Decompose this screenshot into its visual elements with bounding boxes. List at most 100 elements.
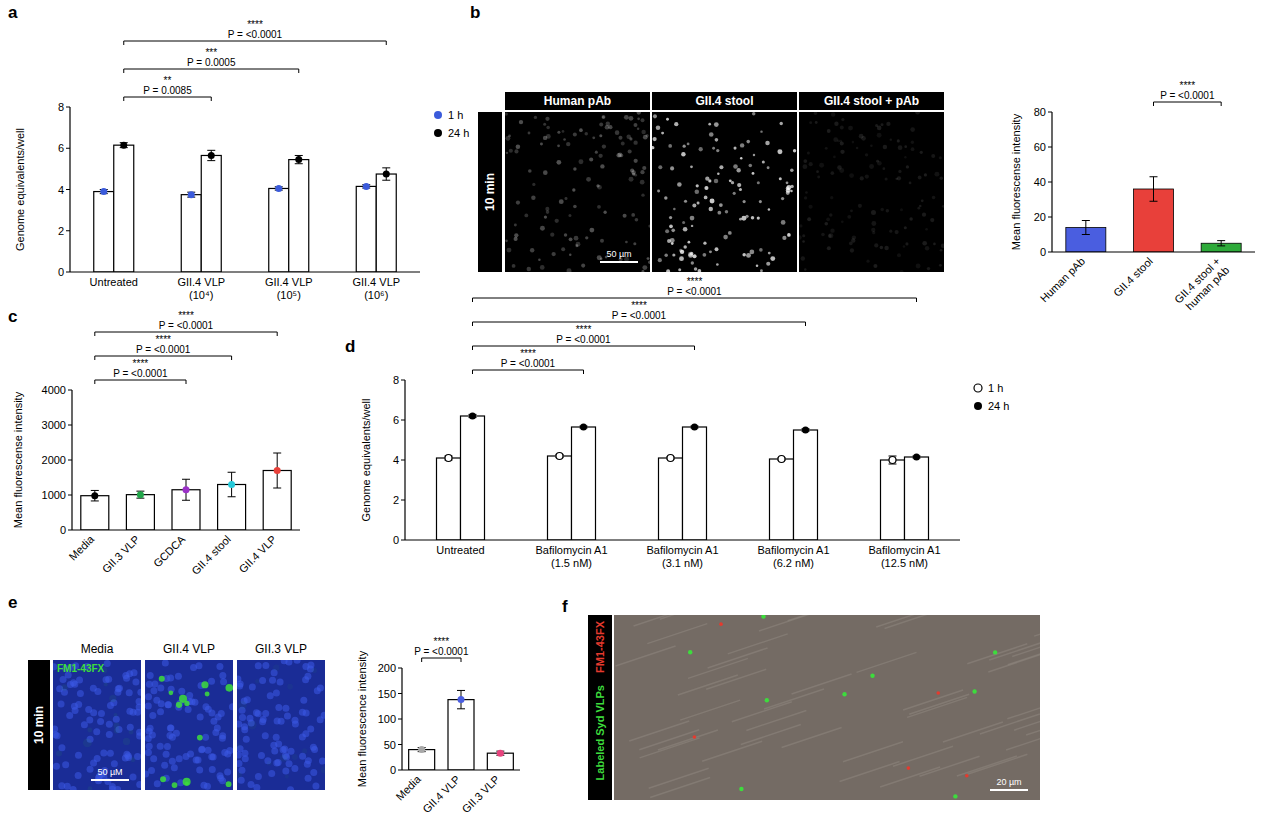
error-bar <box>889 456 897 464</box>
error-bar <box>1217 241 1225 246</box>
texture-dot <box>759 200 762 203</box>
texture-dot <box>874 243 878 247</box>
texture-dot <box>768 252 771 255</box>
texture-dot <box>540 226 545 231</box>
micrograph <box>652 112 797 272</box>
label-line: (12.5 nM) <box>881 557 928 569</box>
texture-dot <box>512 264 516 268</box>
texture-dot <box>748 164 752 168</box>
texture-dot <box>768 208 771 211</box>
marker <box>458 696 465 703</box>
texture-dot <box>514 237 518 241</box>
texture-dot <box>670 166 674 170</box>
texture-dot <box>226 781 232 787</box>
category-label: GII.4 stool <box>189 533 233 577</box>
channel-label: FM1-43FX <box>57 663 105 674</box>
texture-dot <box>765 141 770 146</box>
image-header: Media <box>81 642 114 656</box>
texture-dot <box>616 153 621 158</box>
texture-dot <box>942 205 944 208</box>
texture-dot <box>829 213 832 216</box>
texture-dot <box>777 149 782 154</box>
texture-dot <box>826 217 830 221</box>
texture-dot <box>167 725 174 732</box>
texture-dot <box>149 712 156 719</box>
y-tick <box>1048 217 1052 218</box>
y-tick <box>398 744 402 745</box>
texture-dot <box>665 229 669 233</box>
texture-dot <box>292 754 298 760</box>
texture-dot <box>304 673 311 680</box>
scale-bar <box>990 789 1028 791</box>
y-tick-label: 80 <box>1034 106 1046 118</box>
y-tick <box>66 189 70 190</box>
texture-dot <box>736 168 740 172</box>
micrograph-bg <box>505 112 650 272</box>
y-tick <box>401 540 405 541</box>
texture-streak <box>1007 699 1040 719</box>
texture-streak <box>647 624 707 644</box>
error-bar <box>228 472 236 497</box>
texture-dot <box>840 150 844 154</box>
texture-dot <box>880 208 883 211</box>
label-line: (10⁴) <box>189 289 213 301</box>
texture-dot <box>725 210 728 213</box>
texture-streak <box>1008 645 1040 665</box>
texture-dot <box>75 752 82 759</box>
texture-dot <box>114 723 120 729</box>
texture-dot <box>842 692 846 696</box>
texture-dot <box>903 245 906 248</box>
texture-dot <box>678 268 681 271</box>
texture-dot <box>210 718 217 725</box>
legend-label: 1 h <box>448 109 463 121</box>
texture-dot <box>505 112 508 115</box>
texture-dot <box>799 235 802 239</box>
channel-label: Labeled Syd VLPs <box>594 685 606 780</box>
texture-dot <box>197 735 203 741</box>
texture-dot <box>752 112 755 115</box>
error-bar <box>207 150 215 160</box>
texture-dot <box>877 133 882 138</box>
texture-dot <box>58 782 65 789</box>
texture-dot <box>790 190 793 193</box>
texture-dot <box>629 177 634 182</box>
texture-dot <box>600 164 604 168</box>
texture-dot <box>550 233 554 237</box>
texture-dot <box>310 769 317 776</box>
texture-dot <box>809 205 813 209</box>
texture-dot <box>114 786 121 790</box>
texture-dot <box>872 231 875 234</box>
texture-streak <box>893 746 953 766</box>
y-tick <box>66 230 70 231</box>
texture-dot <box>159 676 165 682</box>
texture-dot <box>766 262 770 266</box>
legend-marker <box>434 129 442 137</box>
texture-dot <box>106 731 113 738</box>
texture-dot <box>566 142 570 146</box>
texture-dot <box>54 732 61 739</box>
texture-dot <box>761 615 765 619</box>
scale-bar <box>91 779 129 781</box>
error-bar <box>136 491 144 498</box>
category-label: Bafilomycin A1(12.5 nM) <box>868 544 940 569</box>
texture-dot <box>255 662 262 669</box>
texture-dot <box>573 167 576 170</box>
texture-dot <box>802 240 805 243</box>
texture-dot <box>740 157 742 159</box>
texture-dot <box>568 214 571 217</box>
texture-dot <box>531 196 535 200</box>
texture-dot <box>208 678 215 685</box>
texture-dot <box>693 735 697 739</box>
texture-dot <box>167 725 174 732</box>
texture-dot <box>909 217 912 220</box>
marker <box>91 492 98 499</box>
legend-marker <box>434 111 442 119</box>
texture-dot <box>807 217 811 221</box>
texture-dot <box>66 712 73 719</box>
bar <box>114 145 134 272</box>
side-label: 10 min <box>483 173 497 211</box>
texture-dot <box>136 781 141 788</box>
texture-dot <box>922 241 927 246</box>
side-label-box <box>28 660 50 790</box>
category-label: GII.4 stool +human pAb <box>1172 255 1232 315</box>
